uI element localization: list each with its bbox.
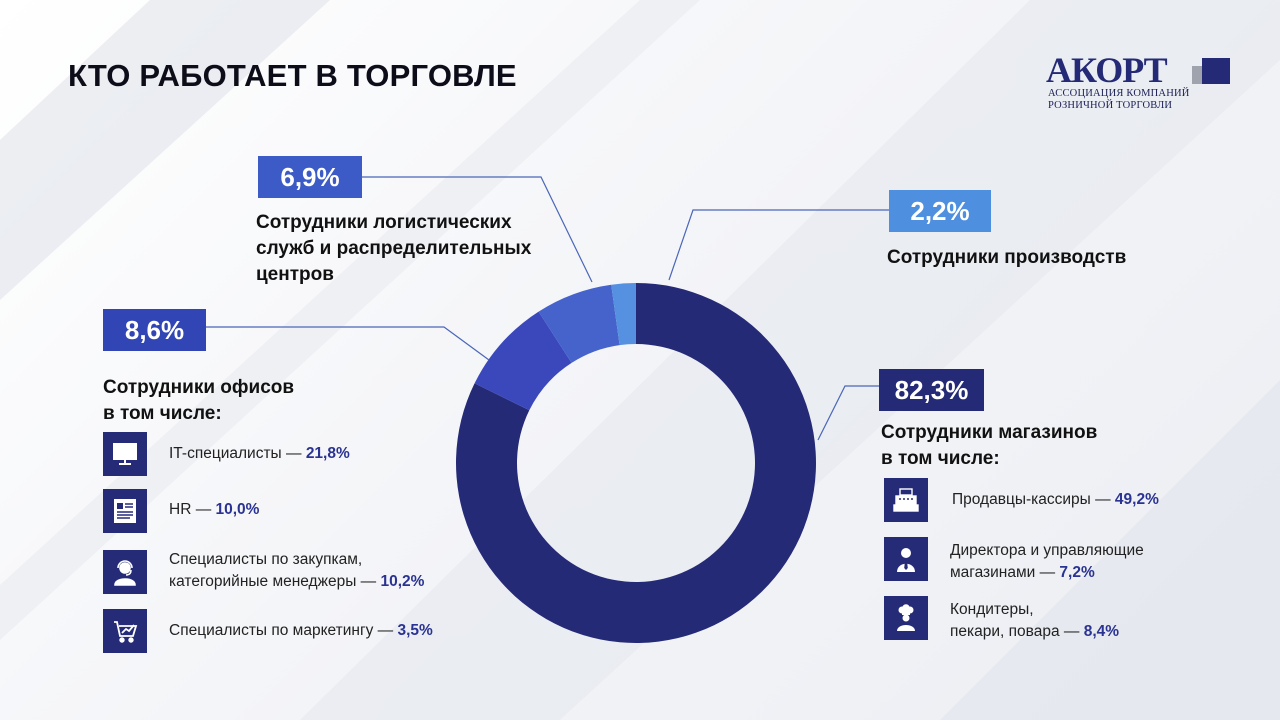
badge-logistics-percent: 6,9% (258, 156, 362, 198)
item-text: Кондитеры, (950, 601, 1034, 618)
office-item-marketing: Специалисты по маркетингу — 3,5% (169, 620, 433, 642)
page-title: КТО РАБОТАЕТ В ТОРГОВЛЕ (68, 58, 517, 93)
item-text: магазинами — (950, 564, 1060, 581)
leader-line-office (206, 326, 490, 361)
logo-wordmark: АКОРТ (1046, 50, 1168, 90)
item-value: 8,4% (1083, 623, 1120, 640)
item-value: 7,2% (1059, 564, 1095, 581)
document-icon (103, 489, 147, 533)
item-text: HR — (169, 501, 216, 518)
donut-slice-production (611, 283, 636, 346)
item-value: 10,0% (215, 501, 260, 518)
category-label-line: Сотрудники производств (887, 247, 1127, 268)
item-text: Специалисты по закупкам, (169, 551, 363, 568)
badge-production-percent: 2,2% (889, 190, 991, 232)
item-text: Директора и управляющие (950, 542, 1144, 559)
logo-subtitle: АССОЦИАЦИЯ КОМПАНИЙ РОЗНИЧНОЙ ТОРГОВЛИ (1048, 88, 1190, 112)
category-label-office: Сотрудники офисов в том числе: (103, 375, 363, 427)
item-value: 10,2% (380, 573, 425, 590)
donut-slice-logistics (538, 284, 620, 363)
category-label-line: в том числе: (881, 448, 1000, 469)
leader-line-stores (817, 385, 879, 441)
store-item-cooks: Кондитеры, пекари, повара — 8,4% (950, 599, 1119, 643)
leader-lines (206, 176, 889, 441)
logo-subtitle-line1: АССОЦИАЦИЯ КОМПАНИЙ (1048, 88, 1190, 99)
chart-trend-icon (103, 609, 147, 653)
category-label-stores: Сотрудники магазинов в том числе: (881, 420, 1161, 472)
category-label-production: Сотрудники производств (887, 245, 1187, 271)
badge-stores-percent: 82,3% (879, 369, 984, 411)
item-text: Специалисты по маркетингу — (169, 622, 398, 639)
item-text: IT-специалисты — (169, 445, 306, 462)
item-text: пекари, повара — (950, 623, 1084, 640)
item-value: 21,8% (305, 445, 350, 462)
leader-line-logistics (362, 176, 593, 283)
manager-person-icon (884, 537, 928, 581)
leader-line-production (668, 209, 889, 281)
logo-square-blue (1202, 58, 1230, 84)
office-item-it: IT-специалисты — 21,8% (169, 443, 350, 465)
category-label-line: служб и распределительных (256, 238, 532, 259)
category-label-line: Сотрудники логистических (256, 212, 512, 233)
category-label-line: в том числе: (103, 403, 222, 424)
item-value: 3,5% (397, 622, 433, 639)
headset-person-icon (103, 550, 147, 594)
store-item-cashiers: Продавцы-кассиры — 49,2% (952, 489, 1159, 511)
office-item-purchasing: Специалисты по закупкам, категорийные ме… (169, 549, 424, 593)
category-label-line: Сотрудники магазинов (881, 422, 1098, 443)
chef-icon (884, 596, 928, 640)
donut-slice-stores (456, 283, 817, 643)
logo-subtitle-line2: РОЗНИЧНОЙ ТОРГОВЛИ (1048, 100, 1173, 111)
item-text: категорийные менеджеры — (169, 573, 381, 590)
cash-register-icon (884, 478, 928, 522)
akort-logo: АКОРТ АССОЦИАЦИЯ КОМПАНИЙ РОЗНИЧНОЙ ТОРГ… (1046, 52, 1236, 122)
category-label-logistics: Сотрудники логистических служб и распред… (256, 210, 556, 288)
category-label-line: Сотрудники офисов (103, 377, 295, 398)
store-item-managers: Директора и управляющие магазинами — 7,2… (950, 540, 1144, 584)
category-label-line: центров (256, 264, 334, 285)
item-value: 49,2% (1114, 491, 1159, 508)
office-item-hr: HR — 10,0% (169, 499, 259, 521)
donut-slice-office (474, 311, 572, 411)
badge-office-percent: 8,6% (103, 309, 206, 351)
item-text: Продавцы-кассиры — (952, 491, 1115, 508)
monitor-icon (103, 432, 147, 476)
